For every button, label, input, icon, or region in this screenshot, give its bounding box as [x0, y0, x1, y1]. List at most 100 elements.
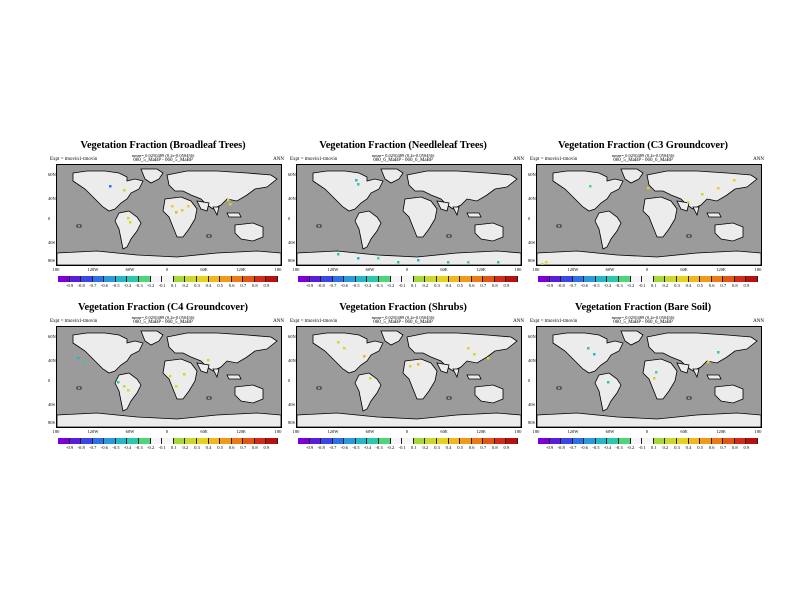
anomaly-cell — [129, 221, 132, 224]
colorbar-tick-label: -0.7 — [89, 445, 97, 450]
panel-period: ANN — [513, 319, 524, 324]
colorbar — [58, 438, 278, 444]
lon-tick-label: 180 — [754, 429, 762, 434]
landmass — [474, 384, 504, 404]
colorbar-swatch — [642, 438, 654, 444]
colorbar-tick-label: -0.2 — [146, 445, 155, 450]
landmass — [406, 170, 518, 210]
world-map — [296, 326, 522, 428]
anomaly-cell — [497, 261, 500, 264]
colorbar-swatch — [607, 438, 620, 444]
landmass — [552, 170, 624, 212]
colorbar-tick-label: -0.1 — [638, 283, 646, 288]
anomaly-cell — [171, 205, 174, 208]
lon-tick-label: 120E — [716, 429, 726, 434]
lon-tick-label: 120E — [476, 429, 486, 434]
colorbar-tick-label: 0.4 — [685, 445, 692, 450]
colorbar-tick-label: -0.4 — [603, 283, 612, 288]
anomaly-cell — [409, 365, 412, 368]
colorbar-tick-label: 0.6 — [708, 445, 715, 450]
lon-tick-label: 120W — [87, 267, 99, 272]
lat-tick-label: 80S — [288, 420, 296, 425]
landmass — [206, 234, 212, 238]
colorbar-swatch — [688, 438, 701, 444]
anomaly-cell — [183, 373, 186, 376]
anomaly-cell — [357, 183, 360, 186]
lon-tick-label: 0 — [405, 267, 409, 272]
anomaly-cell — [357, 257, 360, 260]
colorbar-swatch — [653, 276, 666, 282]
landmass — [212, 368, 220, 379]
lat-tick-label: 40S — [288, 240, 296, 245]
landmass — [76, 386, 82, 390]
landmass — [552, 332, 624, 374]
anomaly-cell — [187, 205, 190, 208]
colorbar-tick-label: 0.9 — [263, 445, 270, 450]
colorbar-swatch — [494, 276, 507, 282]
colorbar-swatch — [58, 276, 70, 282]
colorbar-tick-label: 0.9 — [503, 283, 510, 288]
colorbar-swatch — [561, 276, 573, 282]
colorbar-swatch — [390, 276, 403, 282]
lon-tick-label: 60E — [680, 429, 688, 434]
lon-tick-label: 60W — [365, 429, 375, 434]
anomaly-cell — [473, 353, 476, 356]
colorbar-swatch — [69, 276, 82, 282]
lon-tick-label: 180 — [532, 429, 540, 434]
colorbar-tick-label: -0.4 — [363, 445, 372, 450]
colorbar-swatch — [139, 438, 151, 444]
panel-subtitle: 060_5_MaBP - 060_5_MaBP — [133, 158, 193, 163]
landmass — [57, 250, 281, 265]
colorbar-swatch — [173, 276, 186, 282]
colorbar-swatch — [538, 438, 550, 444]
colorbar-swatch — [231, 438, 244, 444]
colorbar-tick-label: -0.1 — [638, 445, 646, 450]
map-canvas — [297, 330, 521, 427]
landmass — [686, 396, 692, 400]
landmass — [706, 212, 722, 218]
colorbar-tick-label: -0.6 — [580, 445, 588, 450]
panel-stats: mean= 0.0250489 (0.2e-0.050456) — [131, 153, 195, 158]
colorbar-tick-label: 0.7 — [240, 283, 247, 288]
landmass — [206, 396, 212, 400]
lat-tick-label: 40S — [48, 402, 56, 407]
lat-tick-label: 0 — [528, 216, 531, 221]
colorbar-labels: -0.9 -0.8 -0.7 -0.6 -0.5 -0.4 -0.3 -0.2 -0.1 0.1 0… — [538, 445, 758, 453]
anomaly-cell — [343, 347, 346, 350]
colorbar-swatch — [665, 276, 677, 282]
landmass — [162, 358, 198, 400]
colorbar-tick-label: 0.7 — [480, 445, 487, 450]
anomaly-cell — [647, 187, 650, 190]
colorbar-tick-label: -0.9 — [65, 283, 74, 288]
anomaly-cell — [593, 353, 596, 356]
colorbar-swatch — [254, 438, 267, 444]
landmass — [676, 200, 690, 212]
landmass — [620, 168, 644, 184]
colorbar-swatch — [746, 276, 758, 282]
colorbar-swatch — [58, 438, 70, 444]
landmass — [380, 168, 404, 184]
lon-tick-label: 180 — [274, 429, 282, 434]
colorbar-swatch — [436, 276, 449, 282]
colorbar-swatch — [92, 276, 105, 282]
landmass — [692, 368, 700, 379]
colorbar-tick-label: 0.8 — [491, 283, 498, 288]
landmass — [706, 374, 722, 380]
anomaly-cell — [589, 185, 592, 188]
anomaly-cell — [181, 209, 184, 212]
landmass — [594, 210, 622, 250]
colorbar-swatch — [115, 438, 128, 444]
panel-expt-label: Expt = tmovin1-tmovin — [50, 157, 98, 162]
colorbar-tick-label: -0.7 — [569, 445, 577, 450]
lon-tick-label: 60W — [125, 267, 135, 272]
anomaly-cell — [701, 193, 704, 196]
colorbar-tick-label: -0.4 — [123, 283, 132, 288]
colorbar-tick-label: 0.2 — [182, 283, 189, 288]
landmass — [196, 200, 210, 212]
landmass — [140, 330, 164, 346]
lon-tick-label: 120W — [87, 429, 99, 434]
colorbar-tick-label: -0.8 — [317, 445, 325, 450]
colorbar-swatch — [630, 276, 643, 282]
landmass — [474, 222, 504, 242]
lat-tick-label: 40N — [288, 358, 296, 363]
